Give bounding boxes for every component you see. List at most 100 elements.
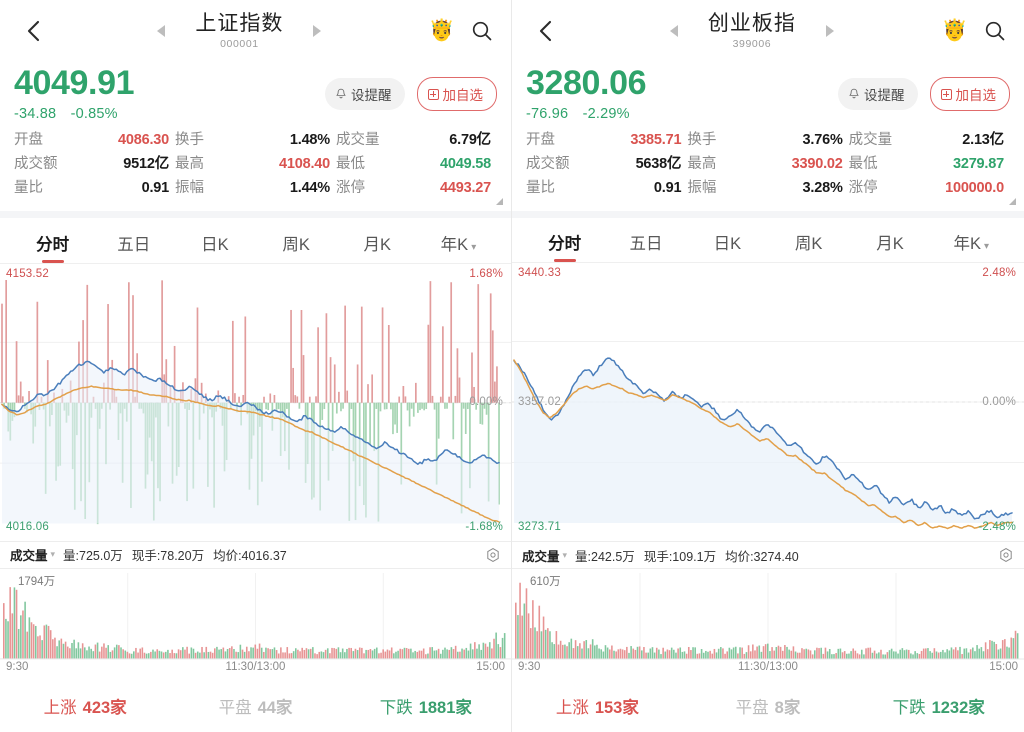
tab-niank[interactable]: 年K ▾	[418, 231, 499, 263]
tab-wuri[interactable]: 五日	[605, 230, 686, 262]
stat-value: 3.76%	[802, 131, 843, 148]
stat-cell: 最低 4049.58	[336, 152, 497, 173]
stat-label: 最低	[848, 155, 878, 172]
quote-actions: 设提醒 加自选	[325, 65, 497, 112]
crown-face-emoji[interactable]: 🤴	[428, 19, 455, 43]
stat-label: 成交额	[14, 156, 58, 173]
unchanged-label: 平盘	[735, 699, 769, 718]
plus-box-icon	[427, 88, 439, 100]
panel-chinext: 创业板指 399006 🤴 3280.06	[512, 0, 1024, 732]
stat-value: 6.79亿	[449, 132, 491, 149]
page-title: 创业板指	[707, 11, 796, 35]
stat-value: 3390.02	[791, 155, 843, 172]
stat-cell: 最高 4108.40	[175, 152, 336, 173]
search-icon[interactable]	[469, 18, 495, 44]
target-icon[interactable]	[485, 547, 501, 563]
tab-label: 月K	[876, 235, 904, 254]
price-chart-svg	[512, 341, 1024, 530]
add-favorite-button[interactable]: 加自选	[416, 77, 497, 112]
triangle-right-icon[interactable]	[825, 24, 834, 37]
last-price: 4049.91	[14, 64, 135, 103]
time-start: 9:30	[518, 660, 541, 673]
set-alert-button[interactable]: 设提醒	[838, 78, 918, 111]
triangle-left-icon[interactable]	[157, 24, 166, 37]
set-alert-button[interactable]: 设提醒	[325, 78, 405, 111]
tab-zhouk[interactable]: 周K	[256, 231, 337, 263]
time-middle: 11:30/13:00	[738, 660, 798, 673]
search-icon[interactable]	[982, 18, 1008, 44]
stat-label: 最高	[687, 155, 717, 172]
tab-label: 分时	[548, 235, 582, 254]
header-center: 上证指数 000001	[50, 12, 429, 50]
triangle-left-icon[interactable]	[669, 24, 678, 37]
decliners: 下跌 1232家	[853, 694, 1024, 718]
volume-avg-price: 均价:4016.37	[213, 549, 287, 564]
stat-cell: 振幅 3.28%	[687, 176, 848, 197]
set-alert-label: 设提醒	[864, 88, 905, 104]
chart-tabs: 分时 五日 日K 周K 月K 年K ▾	[0, 218, 511, 264]
stat-value: 100000.0	[945, 179, 1004, 196]
page-title: 上证指数	[195, 11, 284, 35]
change-line: -34.88 -0.85%	[14, 106, 134, 122]
stat-value: 3.28%	[802, 179, 843, 196]
stat-label: 最低	[336, 156, 365, 173]
tab-wuri[interactable]: 五日	[93, 231, 174, 263]
tab-label: 日K	[201, 235, 229, 254]
tab-rik[interactable]: 日K	[174, 231, 255, 263]
volume-chart[interactable]: 610万	[512, 569, 1024, 661]
expand-corner-icon[interactable]	[1009, 197, 1016, 205]
stat-label: 振幅	[175, 180, 204, 197]
price-chart[interactable]: 4153.52 1.68% 0.00% 4016.06 -1.68%	[0, 264, 511, 541]
tab-yuek[interactable]: 月K	[337, 231, 418, 263]
chart-tabs: 分时 五日 日K 周K 月K 年K ▾	[512, 218, 1024, 264]
stat-cell: 开盘 3385.71	[526, 128, 687, 149]
stat-value: 0.91	[141, 180, 170, 197]
advancers: 上涨 423家	[0, 694, 170, 718]
header-bar: 创业板指 399006 🤴	[512, 0, 1024, 61]
price-chart[interactable]: 3440.33 2.48% 3357.02 0.00% 3273.71 -2.4…	[512, 263, 1024, 541]
section-divider	[512, 210, 1024, 218]
stat-label: 成交量	[336, 132, 380, 149]
time-axis: 9:30 11:30/13:00 15:00	[0, 661, 511, 681]
tab-label: 周K	[794, 235, 823, 254]
price-col: 4049.91 -34.88 -0.85%	[14, 64, 135, 122]
stat-value: 3385.71	[630, 131, 682, 148]
volume-current: 现手:109.1万	[643, 549, 717, 564]
crown-face-emoji[interactable]: 🤴	[941, 19, 968, 43]
back-button[interactable]	[16, 14, 50, 48]
tab-fenshi[interactable]: 分时	[12, 231, 93, 263]
stat-label: 成交额	[526, 155, 570, 172]
chevron-down-icon[interactable]: ▾	[50, 549, 56, 560]
triangle-right-icon[interactable]	[313, 24, 322, 37]
volume-info-bar: 成交量 ▾ 量:725.0万 现手:78.20万 均价:4016.37	[0, 541, 511, 569]
stat-cell: 量比 0.91	[526, 176, 687, 197]
stat-cell: 振幅 1.44%	[175, 176, 336, 197]
volume-chart[interactable]: 1794万	[0, 569, 511, 661]
chevron-down-icon[interactable]: ▾	[562, 549, 568, 560]
expand-corner-icon[interactable]	[496, 198, 503, 206]
target-icon[interactable]	[998, 547, 1014, 563]
unchanged-label: 平盘	[218, 699, 252, 718]
last-price: 3280.06	[526, 64, 647, 103]
chevron-down-icon: ▾	[471, 241, 477, 253]
title-wrap: 创业板指 399006	[692, 12, 812, 50]
tab-rik[interactable]: 日K	[687, 230, 768, 262]
bell-icon	[336, 89, 346, 99]
add-favorite-button[interactable]: 加自选	[929, 77, 1010, 112]
volume-selector-label[interactable]: 成交量	[522, 549, 560, 564]
stock-code: 000001	[220, 37, 259, 50]
volume-total: 量:725.0万	[63, 549, 123, 564]
decliners-label: 下跌	[379, 699, 413, 718]
change-line: -76.96 -2.29%	[526, 106, 646, 122]
back-button[interactable]	[528, 14, 562, 48]
decliners-count: 1232家	[931, 699, 985, 718]
tab-fenshi[interactable]: 分时	[524, 230, 605, 262]
volume-selector-label[interactable]: 成交量	[10, 549, 48, 564]
tab-label: 日K	[713, 235, 742, 254]
tab-yuek[interactable]: 月K	[849, 230, 930, 262]
stat-value: 1.48%	[289, 132, 330, 149]
tab-niank[interactable]: 年K ▾	[931, 230, 1012, 262]
tab-zhouk[interactable]: 周K	[768, 230, 849, 262]
header-center: 创业板指 399006	[562, 12, 942, 50]
